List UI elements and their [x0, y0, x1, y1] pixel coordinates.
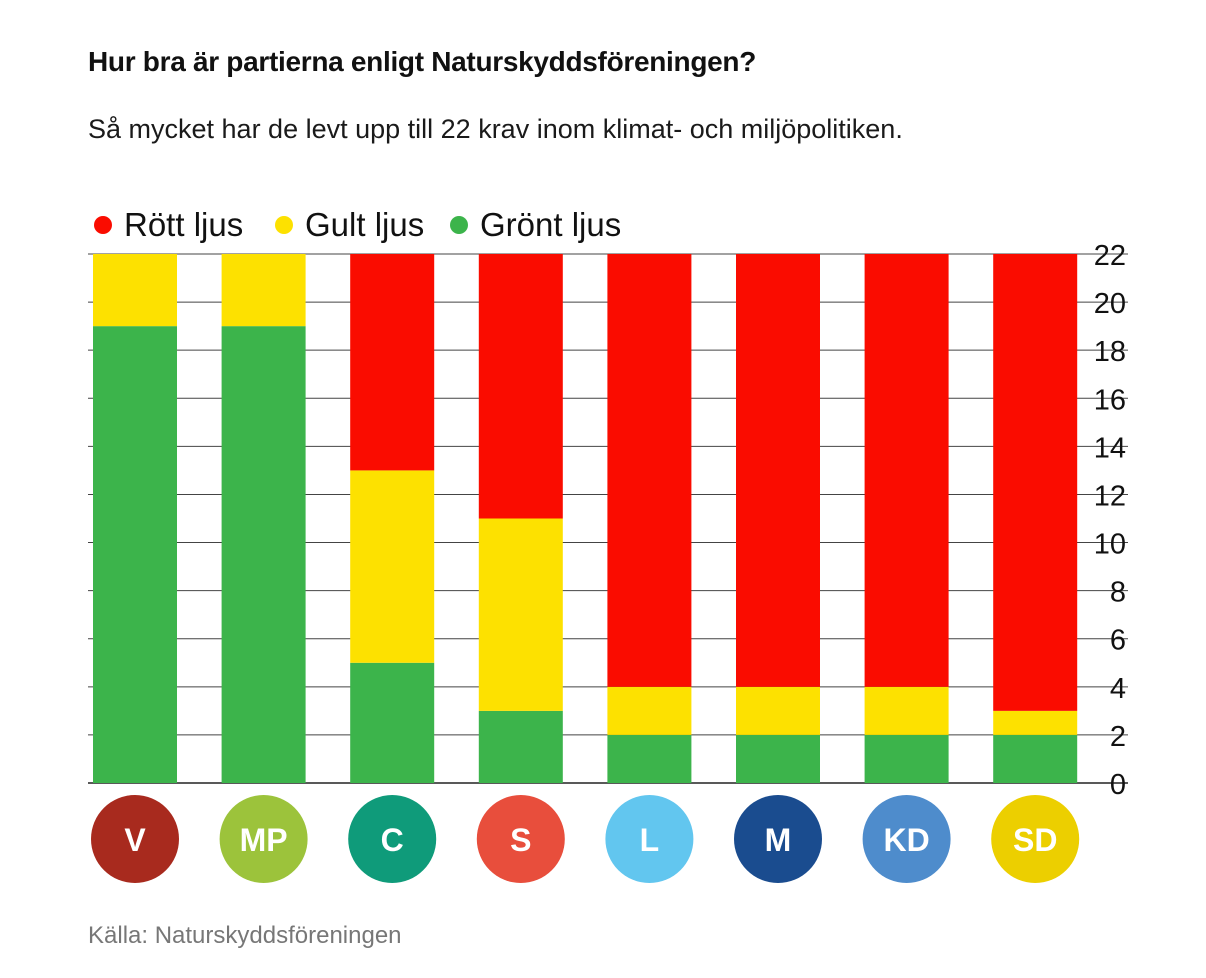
bar-V-gult-ljus: [93, 254, 177, 327]
bar-SD-gult-ljus: [993, 710, 1078, 735]
legend-label-1: Gult ljus: [305, 206, 424, 243]
y-tick-label-8: 8: [1110, 577, 1126, 609]
bars: [93, 254, 1078, 783]
bar-L-grnt-ljus: [607, 734, 692, 783]
bar-M-gult-ljus: [736, 686, 820, 735]
bar-C-gult-ljus: [350, 470, 435, 663]
party-badge-label-M: M: [765, 822, 792, 858]
party-badge-label-S: S: [510, 822, 531, 858]
bar-KD-gult-ljus: [864, 686, 949, 735]
bar-SD-rtt-ljus: [993, 254, 1078, 711]
bar-MP-gult-ljus: [221, 254, 306, 327]
chart-title: Hur bra är partierna enligt Naturskyddsf…: [88, 46, 757, 77]
bar-M-grnt-ljus: [736, 734, 820, 783]
party-badge-label-L: L: [640, 822, 660, 858]
party-badge-V: [91, 795, 179, 883]
source-note: Källa: Naturskyddsföreningen: [88, 922, 402, 949]
legend-label-2: Grönt ljus: [480, 206, 621, 243]
party-badge-C: [348, 795, 437, 883]
party-badge-L: [605, 795, 694, 883]
bar-KD-rtt-ljus: [864, 254, 949, 687]
y-tick-label-16: 16: [1094, 384, 1126, 416]
legend-label-0: Rött ljus: [124, 206, 243, 243]
bar-C-grnt-ljus: [350, 662, 435, 783]
bar-L-gult-ljus: [607, 686, 692, 735]
party-badge-label-SD: SD: [1013, 822, 1057, 858]
party-badge-label-MP: MP: [240, 822, 288, 858]
party-badge-S: [476, 795, 565, 883]
party-badge-MP: [219, 795, 308, 883]
y-tick-label-4: 4: [1110, 673, 1126, 705]
y-tick-label-20: 20: [1094, 288, 1126, 320]
legend-marker-1: [275, 216, 293, 234]
bar-MP-grnt-ljus: [221, 326, 306, 783]
party-badge-label-KD: KD: [883, 822, 929, 858]
y-tick-label-18: 18: [1094, 336, 1126, 368]
party-badge-KD: [862, 795, 951, 883]
bar-KD-grnt-ljus: [864, 734, 949, 783]
party-badge-M: [734, 795, 822, 883]
y-axis-ticks: 0 2 4 6 8 10 12 14 16 18 20 22: [1094, 240, 1126, 801]
bar-M-rtt-ljus: [736, 254, 820, 687]
y-tick-label-10: 10: [1094, 529, 1126, 561]
bar-S-gult-ljus: [478, 518, 563, 711]
y-tick-label-6: 6: [1110, 625, 1126, 657]
bar-S-rtt-ljus: [478, 254, 563, 519]
bar-S-grnt-ljus: [478, 710, 563, 783]
party-badge-label-V: V: [124, 822, 146, 858]
legend: Rött ljus Gult ljus Grönt ljus: [94, 206, 621, 243]
y-tick-label-2: 2: [1110, 721, 1126, 753]
legend-marker-2: [450, 216, 468, 234]
bar-V-grnt-ljus: [93, 326, 177, 783]
party-badge-label-C: C: [381, 822, 404, 858]
y-tick-label-12: 12: [1094, 480, 1126, 512]
party-badges: V MP C S L M KD SD: [91, 795, 1080, 883]
y-tick-label-0: 0: [1110, 769, 1126, 801]
bar-C-rtt-ljus: [350, 254, 435, 471]
bar-SD-grnt-ljus: [993, 734, 1078, 783]
legend-marker-0: [94, 216, 112, 234]
party-badge-SD: [991, 795, 1080, 883]
y-tick-label-22: 22: [1094, 240, 1126, 272]
chart-subtitle: Så mycket har de levt upp till 22 krav i…: [88, 114, 903, 144]
bar-L-rtt-ljus: [607, 254, 692, 687]
y-tick-label-14: 14: [1094, 432, 1126, 464]
